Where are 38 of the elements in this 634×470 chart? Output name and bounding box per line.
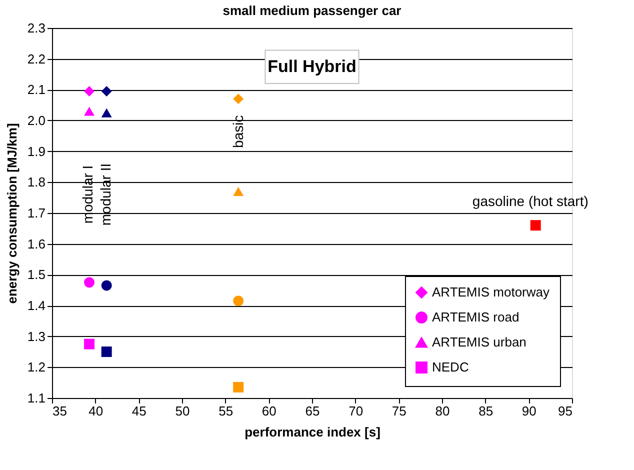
legend-label: ARTEMIS urban: [432, 334, 526, 350]
x-tick-label: 75: [392, 404, 406, 418]
legend-label: ARTEMIS motorway: [432, 284, 550, 300]
legend-label: NEDC: [432, 360, 469, 374]
x-tick-label: 85: [478, 404, 494, 418]
x-tick-label: 80: [435, 404, 450, 418]
x-axis-title: performance index [s]: [244, 424, 380, 440]
y-tick-label: 2.0: [27, 113, 46, 128]
y-tick-label: 1.4: [27, 298, 46, 313]
annotation: gasoline (hot start): [472, 192, 588, 209]
chart-title: small medium passenger car: [222, 3, 402, 18]
y-tick-label: 1.1: [27, 390, 46, 406]
x-tick-label: 90: [522, 404, 536, 418]
x-tick-label: 35: [52, 404, 67, 418]
x-tick-label: 40: [88, 404, 104, 418]
y-tick-label: 1.3: [27, 328, 46, 344]
x-tick-label: 60: [262, 404, 276, 418]
y-tick-label: 1.7: [27, 206, 46, 220]
annotation: modular II: [98, 163, 114, 226]
y-tick-label: 2.3: [27, 20, 46, 36]
x-tick-label: 50: [175, 404, 190, 418]
x-tick-label: 45: [132, 404, 146, 418]
annotation: basic: [230, 115, 246, 148]
x-tick-label: 55: [218, 404, 234, 418]
x-tick-label: 95: [558, 404, 572, 418]
point: [530, 220, 541, 231]
y-tick-label: 2.2: [27, 51, 46, 66]
y-tick-label: 1.9: [27, 144, 46, 159]
y-tick-label: 1.2: [27, 360, 46, 375]
x-tick-label: 70: [348, 404, 364, 418]
y-tick-label: 1.8: [27, 174, 46, 190]
y-tick-label: 2.1: [27, 82, 46, 98]
y-axis-title: energy consumption [MJ/km]: [4, 123, 20, 304]
y-tick-label: 1.5: [27, 267, 46, 282]
annotation: Full Hybrid: [268, 56, 356, 76]
legend-label: ARTEMIS road: [432, 310, 520, 324]
x-tick-label: 65: [305, 404, 320, 418]
y-tick-label: 1.6: [27, 236, 46, 252]
